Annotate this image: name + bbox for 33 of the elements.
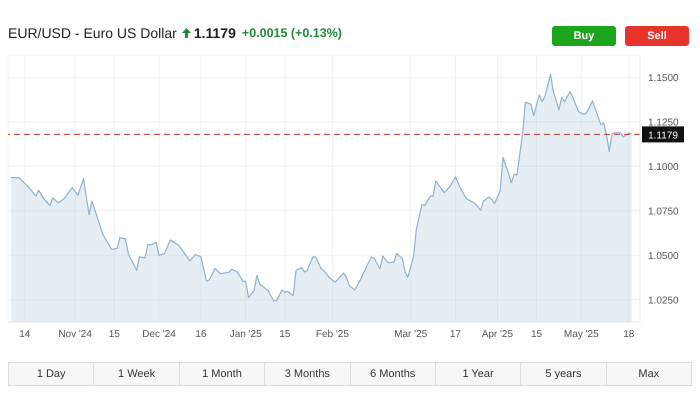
x-tick-label: Nov '24 [58, 329, 92, 340]
x-tick-label: Apr '25 [482, 329, 514, 340]
y-tick-label: 1.1250 [648, 117, 680, 128]
y-tick-label: 1.1000 [648, 162, 680, 173]
text: 1 Month [178, 363, 264, 385]
x-tick-label: 17 [450, 329, 462, 340]
x-tick-label: 15 [530, 329, 543, 340]
y-tick-label: 1.1500 [648, 72, 680, 84]
text: 1 Year [434, 363, 520, 385]
x-tick-label: 16 [195, 329, 207, 340]
x-tick-label: 18 [623, 329, 635, 340]
x-tick-label: 15 [108, 329, 120, 340]
x-tick-label: Jan '25 [230, 329, 262, 340]
y-tick-label: 1.0750 [648, 206, 680, 218]
chart-title: EUR/USD - Euro US Dollar [8, 25, 177, 41]
x-tick-label: 14 [19, 329, 31, 340]
text: 5 years [520, 363, 606, 385]
text: Sell [625, 26, 689, 46]
y-tick-label: 1.0250 [648, 295, 680, 306]
ref-line-label: 1.1179 [648, 130, 678, 142]
text: 6 Months [350, 363, 435, 385]
text: 1 Week [93, 363, 179, 385]
chart-subtitle: 1.1179 +0.0015 (+0.13%) [194, 25, 342, 41]
text: 1 Day [36, 367, 67, 382]
text: Buy [552, 26, 616, 46]
x-tick-label: Feb '25 [316, 329, 350, 340]
text: Max [606, 363, 691, 385]
text: 3 Months [264, 363, 350, 385]
x-tick-label: Mar '25 [394, 329, 428, 340]
x-tick-label: Dec '24 [142, 329, 176, 340]
y-tick-label: 1.0500 [648, 250, 680, 262]
x-tick-label: May '25 [564, 329, 600, 340]
x-tick-label: 15 [279, 329, 291, 340]
